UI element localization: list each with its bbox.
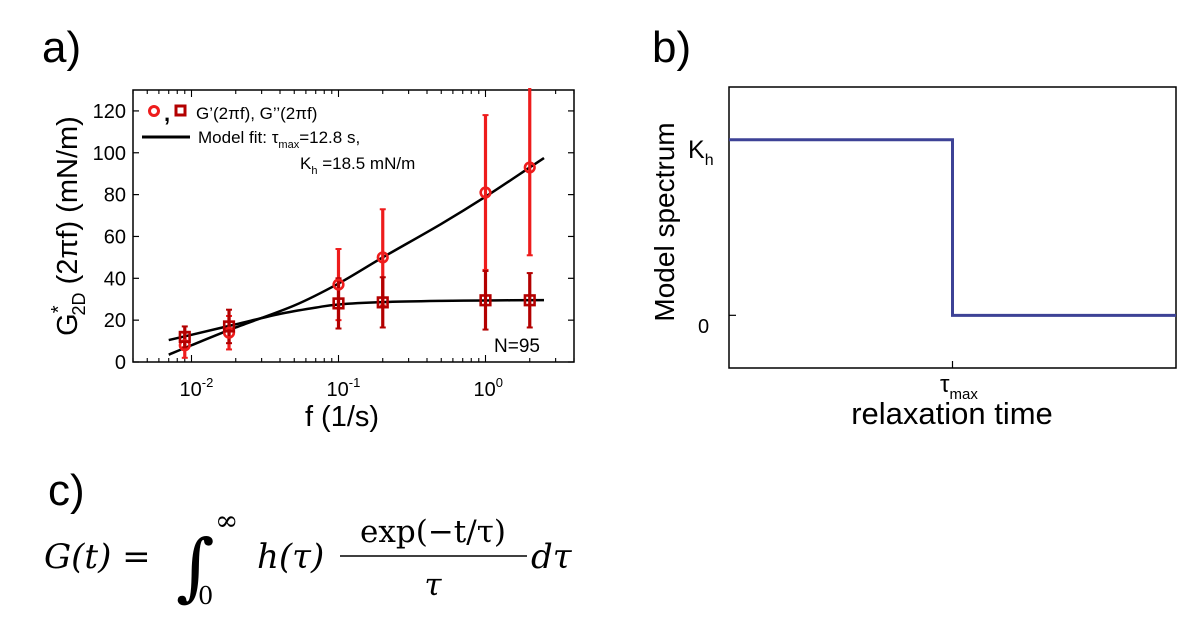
y-label-rest: (2πf) (mN/m) [52, 116, 84, 292]
legend-fit-label: Model fit: τmax=12.8 s, [198, 128, 360, 151]
legend-k: K [300, 154, 312, 173]
legend-separator: , [164, 101, 170, 126]
x-tick-label: 10-2 [179, 375, 213, 401]
spectrum-ytick-kh-main: K [688, 136, 705, 164]
x-axis-label: f (1/s) [305, 401, 379, 433]
y-tick-label: 40 [104, 268, 126, 290]
integral-upper-limit: ∞ [215, 504, 238, 537]
legend-k-value: =18.5 mN/m [317, 154, 415, 173]
legend-fit-value: =12.8 s, [299, 128, 360, 147]
x-tick-exponent: 0 [496, 375, 503, 390]
panel-b-chart: Kh 0 τmax relaxation time Model spectrum [649, 86, 1177, 431]
y-tick-labels: 0 20 40 60 80 100 120 [93, 101, 126, 374]
x-tick-label: 100 [473, 375, 502, 401]
data-markers [178, 161, 536, 352]
legend-k-label: Kh =18.5 mN/m [300, 154, 415, 177]
loss-modulus-point [523, 294, 536, 307]
x-tick-exponent: -1 [349, 375, 361, 390]
equation-lhs: G(t) = [44, 537, 151, 577]
integral-sign: ∫ [176, 524, 215, 610]
loss-modulus-point [376, 296, 389, 309]
panel-a-label: a) [42, 23, 81, 72]
fit-curves [168, 156, 545, 356]
y-label-main: G [52, 313, 84, 336]
x-tick-base: 10 [473, 379, 495, 401]
spectrum-y-label: Model spectrum [649, 122, 680, 321]
fraction-numerator: exp(−t/τ) [360, 514, 506, 550]
sample-size-annotation: N=95 [494, 336, 540, 357]
x-tick-labels: 10-2 10-1 100 [179, 375, 502, 401]
y-label-sub: 2D [69, 292, 89, 315]
fit-curve [168, 298, 545, 342]
panel-c-label: c) [48, 466, 85, 515]
y-axis-label: G*2D (2πf) (mN/m) [48, 116, 89, 336]
spectrum-ytick-kh: Kh [688, 136, 714, 169]
spectrum-xtick-sub: max [949, 386, 978, 403]
loss-modulus-point [479, 294, 492, 307]
loss-modulus-point [178, 330, 191, 343]
spectrum-ticks [729, 139, 954, 368]
fraction-denominator: τ [424, 567, 442, 603]
spectrum-ytick-kh-sub: h [705, 152, 714, 169]
legend-square-marker [174, 104, 187, 117]
storage-modulus-point [222, 326, 236, 339]
integral-lower-limit: 0 [198, 582, 213, 610]
legend-markers-label: G’(2πf), G’’(2πf) [196, 104, 317, 123]
spectrum-x-label: relaxation time [851, 396, 1053, 431]
loss-modulus-point [222, 320, 236, 333]
equation: G(t) = ∫ ∞ 0 h(τ) exp(−t/τ) τ dτ [44, 504, 573, 610]
spectrum-xtick-taumax: τmax [940, 371, 978, 403]
legend: , G’(2πf), G’’(2πf) Model fit: τmax=12.8… [142, 101, 415, 177]
plot-frame [132, 89, 575, 363]
legend-fit-sub: max [278, 139, 299, 151]
x-tick-exponent: -2 [202, 375, 214, 390]
spectrum-xtick-tau: τ [940, 371, 950, 398]
x-tick-base: 10 [326, 379, 348, 401]
spectrum-step-line [729, 138, 1176, 317]
y-tick-label: 80 [104, 185, 126, 207]
storage-modulus-point [523, 161, 536, 174]
kernel: h(τ) [257, 537, 324, 577]
y-label-sup: * [48, 305, 70, 313]
spectrum-ytick-zero: 0 [698, 316, 709, 338]
differential: dτ [531, 537, 573, 577]
legend-circle-marker [148, 105, 160, 117]
panel-b-label: b) [652, 23, 691, 72]
fit-curve [168, 156, 545, 356]
storage-modulus-point [479, 186, 492, 199]
y-tick-label: 60 [104, 226, 126, 248]
y-tick-label: 20 [104, 310, 126, 332]
x-tick-base: 10 [179, 379, 201, 401]
y-tick-label: 100 [93, 143, 126, 165]
x-tick-label: 10-1 [326, 375, 360, 401]
axis-ticks [132, 90, 575, 363]
y-tick-label: 120 [93, 101, 126, 123]
legend-fit-tau: Model fit: τ [198, 128, 279, 147]
storage-modulus-point [376, 251, 389, 264]
storage-modulus-point [332, 278, 345, 291]
legend-k-sub: h [311, 165, 317, 177]
loss-modulus-point [332, 297, 345, 310]
y-tick-label: 0 [115, 352, 126, 374]
